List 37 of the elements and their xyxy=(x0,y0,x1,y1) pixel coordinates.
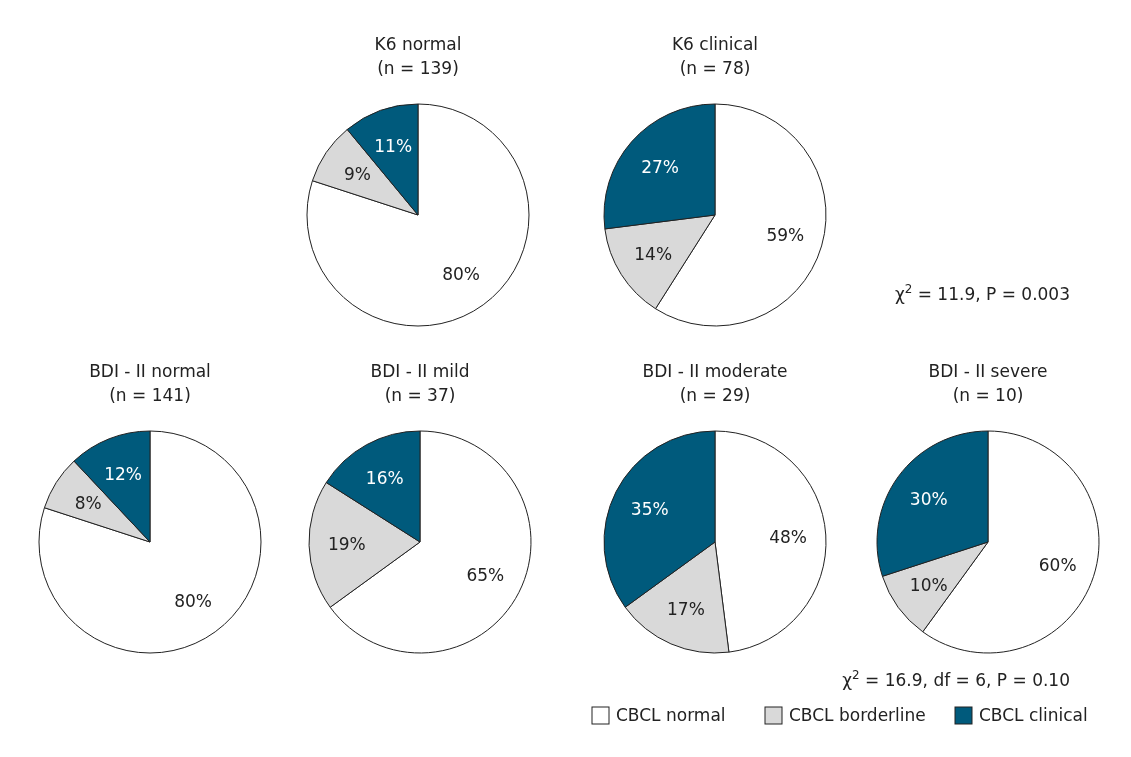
data-label: 19% xyxy=(327,534,366,555)
data-label: 12% xyxy=(104,463,142,484)
chart-subtitle: (n = 29) xyxy=(679,385,751,405)
data-label: 11% xyxy=(374,136,413,157)
text: χ$^{2}$ = 11.9, P = 0.003 xyxy=(894,282,1070,304)
chart-title: BDI - II moderate xyxy=(642,361,788,381)
chart-subtitle: (n = 141) xyxy=(109,385,191,405)
pie-slice xyxy=(306,103,530,327)
data-label: 16% xyxy=(365,467,404,488)
data-label: 9% xyxy=(343,163,371,184)
data-label: 14% xyxy=(634,244,673,265)
chart-title: BDI - II severe xyxy=(928,361,1048,381)
chart-title: K6 clinical xyxy=(671,34,759,54)
legend-label: CBCL clinical xyxy=(979,704,1088,725)
data-label: 65% xyxy=(466,565,505,586)
data-label: 10% xyxy=(909,575,948,596)
text: χ$^{2}$ = 16.9, df = 6, P = 0.10 xyxy=(842,668,1070,690)
chart-subtitle: (n = 78) xyxy=(679,58,751,78)
data-label: 17% xyxy=(667,599,705,620)
chart-title: K6 normal xyxy=(374,34,462,54)
data-label: 80% xyxy=(174,591,212,612)
pie-slice xyxy=(38,430,262,654)
chart-subtitle: (n = 10) xyxy=(952,385,1024,405)
data-label: 60% xyxy=(1038,554,1077,575)
chart-title: BDI - II normal xyxy=(89,361,211,381)
legend-label: CBCL normal xyxy=(616,704,726,725)
chart-title: BDI - II mild xyxy=(370,361,470,381)
data-label: 80% xyxy=(442,264,480,285)
legend-label: CBCL borderline xyxy=(789,704,926,725)
chart-subtitle: (n = 37) xyxy=(384,385,456,405)
data-label: 30% xyxy=(909,488,948,509)
data-label: 35% xyxy=(630,498,669,519)
data-label: 48% xyxy=(769,527,808,548)
chart-subtitle: (n = 139) xyxy=(377,58,459,78)
data-label: 59% xyxy=(766,225,805,246)
data-label: 27% xyxy=(641,156,679,177)
data-label: 8% xyxy=(74,492,102,513)
